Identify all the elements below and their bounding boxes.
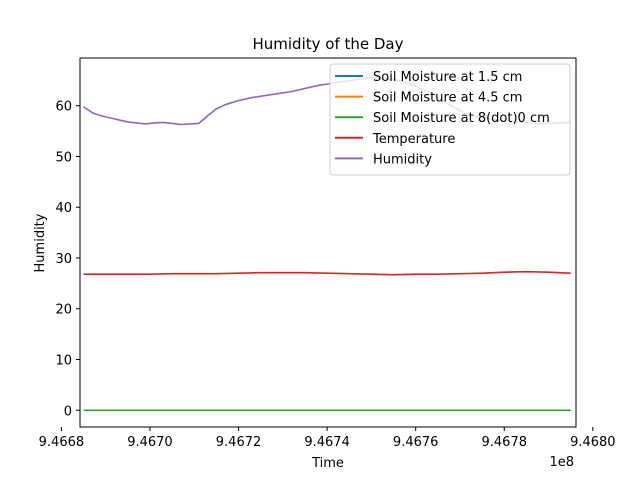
legend-label: Humidity: [373, 152, 432, 167]
series-line-4: [83, 270, 571, 276]
x-axis-label: Time: [311, 456, 344, 471]
y-tick-label: 0: [64, 404, 72, 419]
y-tick-label: 60: [55, 100, 72, 115]
legend: Soil Moisture at 1.5 cm Soil Moisture at …: [329, 63, 571, 176]
y-axis-label: Humidity: [33, 213, 48, 272]
plot-frame: [79, 57, 577, 428]
y-axis: 0 10 20 30 40 50 60: [55, 100, 80, 419]
x-tick-label: 9.4670: [127, 435, 173, 450]
chart-title: Humidity of the Day: [252, 35, 403, 53]
y-tick-label: 20: [55, 303, 72, 318]
x-tick-label: 9.4680: [570, 435, 616, 450]
y-tick-label: 10: [55, 353, 72, 368]
y-tick-label: 30: [55, 252, 72, 267]
x-axis-offset-label: 1e8: [549, 455, 574, 470]
legend-label: Soil Moisture at 8(dot)0 cm: [373, 111, 550, 126]
x-axis: 9.4668 9.4670 9.4672 9.4674 9.4676 9.4678 9.46…: [39, 427, 616, 450]
plot-area: [83, 76, 571, 412]
legend-label: Soil Moisture at 4.5 cm: [373, 91, 522, 106]
y-tick-label: 40: [55, 201, 72, 216]
x-tick-label: 9.4674: [304, 435, 350, 450]
y-tick-label: 50: [55, 150, 72, 165]
x-tick-label: 9.4678: [482, 435, 528, 450]
x-tick-label: 9.4668: [39, 435, 85, 450]
x-tick-label: 9.4676: [393, 435, 439, 450]
legend-label: Temperature: [372, 132, 455, 147]
x-tick-label: 9.4672: [216, 435, 262, 450]
legend-box: [329, 63, 571, 176]
legend-label: Soil Moisture at 1.5 cm: [373, 70, 522, 85]
